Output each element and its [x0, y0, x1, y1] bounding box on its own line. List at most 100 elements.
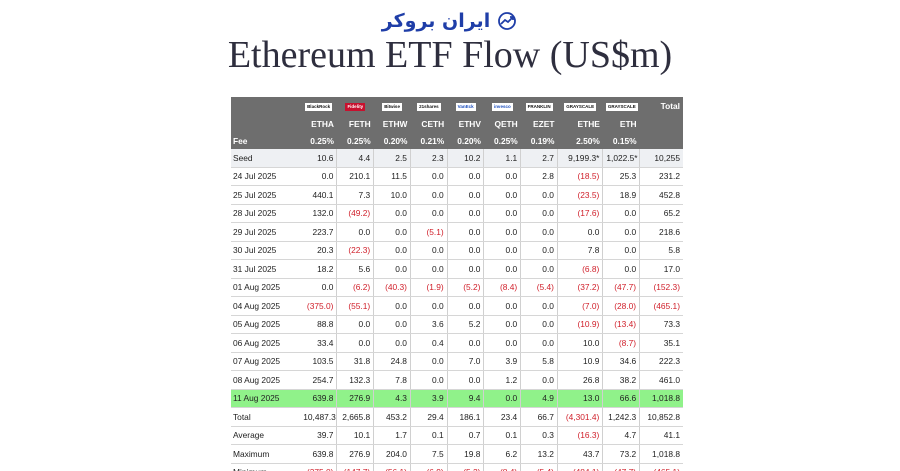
flow-cell: (8.7) [602, 333, 641, 353]
issuer-logo-row: BlackRock Fidelity Bitwise 21shares VanEck in… [231, 97, 683, 115]
flow-cell: 0.0 [410, 352, 448, 371]
fee-label: Fee [231, 132, 301, 149]
flow-cell: 0.0 [300, 278, 338, 297]
ticker-header: ETHA [300, 115, 337, 132]
flow-cell: 0.3 [520, 426, 558, 445]
fee-value: 0.15% [602, 132, 640, 149]
flow-cell: 0.0 [410, 185, 448, 205]
row-total-cell: (465.1) [639, 296, 683, 316]
flow-cell: 0.0 [557, 222, 604, 242]
flow-cell: (18.5) [557, 167, 604, 186]
ticker-header: CETH [410, 115, 448, 132]
flow-cell: 223.7 [300, 222, 338, 242]
ticker-row: ETHA FETH ETHW CETH ETHV QETH EZET ETHE ETH [231, 115, 683, 132]
flow-cell: (6.9) [410, 463, 448, 471]
flow-cell: 0.1 [410, 426, 448, 445]
row-label: 04 Aug 2025 [231, 296, 301, 316]
flow-cell: 639.8 [300, 389, 338, 408]
flow-cell: 132.3 [336, 370, 375, 390]
row-total-cell: (152.3) [639, 278, 683, 297]
flow-cell: 0.0 [410, 296, 448, 316]
flow-cell: 20.3 [300, 241, 338, 260]
table-row: Minimum(375.0)(147.7)(56.1)(6.9)(5.2)(8.… [231, 463, 683, 471]
issuer-logo: Bitwise [382, 102, 402, 111]
corner-cell [231, 97, 301, 115]
flow-cell: (147.7) [336, 463, 375, 471]
row-label: 31 Jul 2025 [231, 259, 301, 279]
fee-total-blank [639, 132, 683, 149]
flow-cell: 0.0 [447, 204, 485, 223]
flow-cell: 24.8 [373, 352, 411, 371]
flow-cell: 0.0 [447, 222, 485, 242]
flow-cell: 29.4 [410, 407, 448, 427]
flow-cell: 0.0 [483, 185, 522, 205]
flow-cell: 0.0 [520, 370, 558, 390]
ticker-header: ETHW [373, 115, 411, 132]
flow-cell: (13.4) [602, 315, 641, 334]
fee-value: 0.21% [410, 132, 448, 149]
row-total-cell: 17.0 [639, 259, 683, 279]
issuer-logo: VanEck [455, 102, 476, 111]
flow-cell: (10.9) [557, 315, 604, 334]
table-row: Maximum 639.8 276.9 204.0 7.5 19.8 6.2 13.2 43.7… [231, 444, 683, 464]
flow-cell: 1.7 [373, 426, 411, 445]
flow-cell: 10.0 [373, 185, 411, 205]
flow-cell: 19.8 [447, 444, 485, 464]
flow-cell: 204.0 [373, 444, 411, 464]
flow-cell: 0.0 [483, 296, 522, 316]
flow-cell: (375.0) [300, 463, 338, 471]
table-row: 08 Aug 2025 254.7 132.3 7.8 0.0 0.0 1.2 0.0 26.8… [231, 370, 683, 390]
flow-cell: 0.0 [483, 333, 522, 353]
issuer-logo-cell: Fidelity [336, 97, 374, 115]
row-total-cell: 41.1 [639, 426, 683, 445]
flow-cell: 0.0 [602, 259, 641, 279]
ticker-header: ETHE [557, 115, 603, 132]
issuer-logo: GRAYSCALE [605, 102, 638, 111]
flow-cell: 132.0 [300, 204, 338, 223]
flow-cell: 276.9 [336, 389, 375, 408]
flow-cell: 0.0 [483, 204, 522, 223]
flow-cell: 25.3 [602, 167, 641, 186]
flow-cell: 38.2 [602, 370, 641, 390]
flow-cell: 1.1 [483, 149, 522, 168]
row-label: 30 Jul 2025 [231, 241, 301, 260]
flow-cell: 10.6 [300, 149, 338, 168]
row-total-cell: 10,852.8 [639, 407, 683, 427]
flow-cell: 66.7 [520, 407, 558, 427]
flow-cell: 0.0 [483, 222, 522, 242]
flow-cell: 9.4 [447, 389, 485, 408]
flow-cell: 5.2 [447, 315, 485, 334]
flow-cell: 13.0 [557, 389, 604, 408]
row-total-cell: 231.2 [639, 167, 683, 186]
table-row: 29 Jul 2025 223.7 0.0 0.0 (5.1) 0.0 0.0 0.0 0.0 0… [231, 222, 683, 242]
flow-cell: (23.5) [557, 185, 604, 205]
flow-cell: 23.4 [483, 407, 522, 427]
table-row: 01 Aug 2025 0.0 (6.2) (40.3) (1.9) (5.2) (8.4)… [231, 278, 683, 297]
flow-cell: 6.2 [483, 444, 522, 464]
flow-cell: 0.0 [483, 389, 522, 408]
flow-cell: 4.7 [602, 426, 641, 445]
flow-cell: 2,665.8 [336, 407, 375, 427]
issuer-logo: Fidelity [345, 102, 366, 111]
row-label: 01 Aug 2025 [231, 278, 301, 297]
flow-cell: 0.0 [410, 241, 448, 260]
total-column-header: Total [639, 97, 683, 115]
brand-header: ایران بروکر [0, 10, 900, 32]
flow-cell: 0.0 [336, 315, 375, 334]
flow-cell: (16.3) [557, 426, 604, 445]
flow-cell: 0.0 [602, 222, 641, 242]
flow-cell: 0.0 [520, 259, 558, 279]
flow-cell: (55.1) [336, 296, 375, 316]
flow-cell: 0.0 [410, 204, 448, 223]
issuer-logo: GRAYSCALE [564, 102, 597, 111]
flow-cell: 73.2 [602, 444, 641, 464]
flow-cell: 31.8 [336, 352, 375, 371]
flow-cell: (6.8) [557, 259, 604, 279]
row-label: Average [231, 426, 301, 445]
flow-cell: (47.7) [602, 278, 641, 297]
flow-cell: 186.1 [447, 407, 485, 427]
flow-cell: (56.1) [373, 463, 411, 471]
flow-cell: 453.2 [373, 407, 411, 427]
ticker-header: EZET [520, 115, 558, 132]
flow-cell: 0.0 [410, 259, 448, 279]
